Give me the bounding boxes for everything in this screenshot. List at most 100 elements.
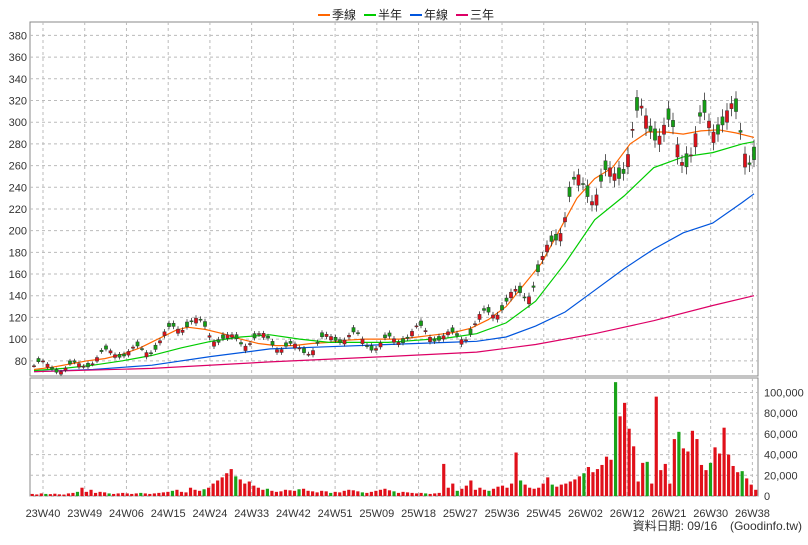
- volume-bar: [532, 488, 536, 496]
- candle-body: [284, 342, 288, 347]
- candle-body: [324, 334, 329, 337]
- candle-body: [648, 125, 653, 132]
- volume-bar: [478, 487, 482, 496]
- candle-body: [603, 160, 608, 170]
- candle-body: [122, 353, 126, 357]
- volume-bar: [270, 490, 274, 496]
- volume-bar: [116, 493, 120, 496]
- volume-bar: [283, 489, 288, 496]
- volume-bar: [324, 491, 328, 496]
- volume-bar: [528, 487, 532, 496]
- volume-bar: [699, 464, 704, 496]
- ma-line-季線: [33, 129, 755, 371]
- volume-bar: [39, 493, 43, 496]
- candle-body: [558, 233, 563, 242]
- candle-body: [473, 323, 477, 325]
- candle-body: [369, 345, 374, 351]
- candle-body: [189, 320, 194, 323]
- volume-bar: [311, 491, 315, 496]
- candle-body: [495, 314, 500, 320]
- volume-bar: [157, 492, 161, 496]
- volume-bar: [550, 484, 554, 496]
- volume-bar: [641, 462, 645, 496]
- candle-body: [36, 358, 41, 362]
- volume-bar: [482, 489, 487, 496]
- candle-body: [212, 341, 216, 347]
- volume-bar: [161, 492, 165, 496]
- volume-bar: [139, 492, 143, 496]
- volume-bar: [645, 461, 649, 496]
- candle-body: [608, 167, 612, 177]
- volume-tick-label: 100,000: [764, 387, 804, 399]
- volume-bar: [415, 493, 419, 496]
- volume-bar: [446, 487, 450, 496]
- volume-bar: [166, 491, 170, 496]
- volume-panel: 0 20,000 40,000 60,000 80,000 100,000: [29, 377, 804, 503]
- volume-bar: [134, 493, 138, 496]
- volume-bar: [329, 492, 333, 496]
- candle-body: [225, 334, 230, 339]
- footer: 資料日期: 09/16 (Goodinfo.tw): [633, 517, 802, 534]
- x-axis: 23W40 23W49 24W06 24W15 24W24 24W33 24W42 24W51…: [26, 508, 770, 520]
- candle-body: [342, 339, 347, 345]
- volume-bar: [749, 484, 753, 496]
- volume-bar: [351, 490, 355, 496]
- volume-bar: [30, 493, 34, 496]
- candle-body: [167, 323, 171, 327]
- candle-body: [527, 296, 531, 305]
- volume-bar: [505, 487, 509, 496]
- candle-body: [657, 135, 662, 145]
- candle-body: [216, 339, 221, 343]
- volume-bar: [288, 490, 292, 496]
- candle-body: [203, 321, 207, 327]
- candle-body: [131, 346, 135, 349]
- volume-bar: [618, 416, 622, 496]
- volume-bar: [292, 490, 297, 496]
- volume-bar: [668, 483, 672, 496]
- volume-bar: [650, 483, 654, 496]
- volume-bar: [360, 492, 364, 496]
- x-tick-label: 26W38: [735, 508, 770, 520]
- candle-body: [707, 120, 711, 129]
- candle-body: [279, 349, 284, 353]
- candle-body: [468, 328, 473, 335]
- volume-bar: [727, 454, 731, 496]
- candle-body: [743, 153, 747, 168]
- volume-bar: [487, 490, 491, 496]
- candle-body: [567, 186, 572, 197]
- date-label: 資料日期: 09/16: [632, 519, 718, 533]
- volume-bar: [627, 428, 631, 496]
- volume-bar: [663, 463, 667, 496]
- candle-body: [455, 333, 459, 336]
- candle-body: [720, 116, 725, 126]
- candle-body: [302, 348, 306, 353]
- volume-bar: [84, 491, 89, 496]
- candle-body: [482, 308, 486, 311]
- candle-body: [522, 296, 527, 299]
- candle-body: [711, 131, 716, 143]
- candle-body: [153, 344, 158, 350]
- x-tick-label: 23W40: [26, 508, 61, 520]
- volume-bar: [722, 427, 726, 496]
- candle-body: [716, 124, 720, 135]
- volume-bar: [437, 492, 441, 496]
- candle-body: [581, 183, 585, 185]
- candle-body: [414, 325, 419, 328]
- candle-body: [450, 327, 455, 333]
- volume-bar: [564, 483, 568, 496]
- volume-bar: [207, 487, 211, 496]
- volume-bar: [279, 491, 283, 496]
- x-tick-label: 24W15: [151, 508, 186, 520]
- volume-bar: [713, 447, 717, 496]
- volume-bar: [736, 472, 740, 496]
- volume-bar: [374, 490, 378, 496]
- x-tick-label: 23W49: [67, 508, 102, 520]
- volume-bar: [595, 469, 600, 496]
- candle-body: [689, 154, 693, 157]
- legend-label: 三年: [470, 8, 494, 22]
- volume-bar: [740, 471, 744, 496]
- candle-body: [621, 168, 626, 174]
- volume-bar: [433, 493, 437, 496]
- candle-body: [639, 105, 644, 109]
- candle-body: [261, 333, 266, 338]
